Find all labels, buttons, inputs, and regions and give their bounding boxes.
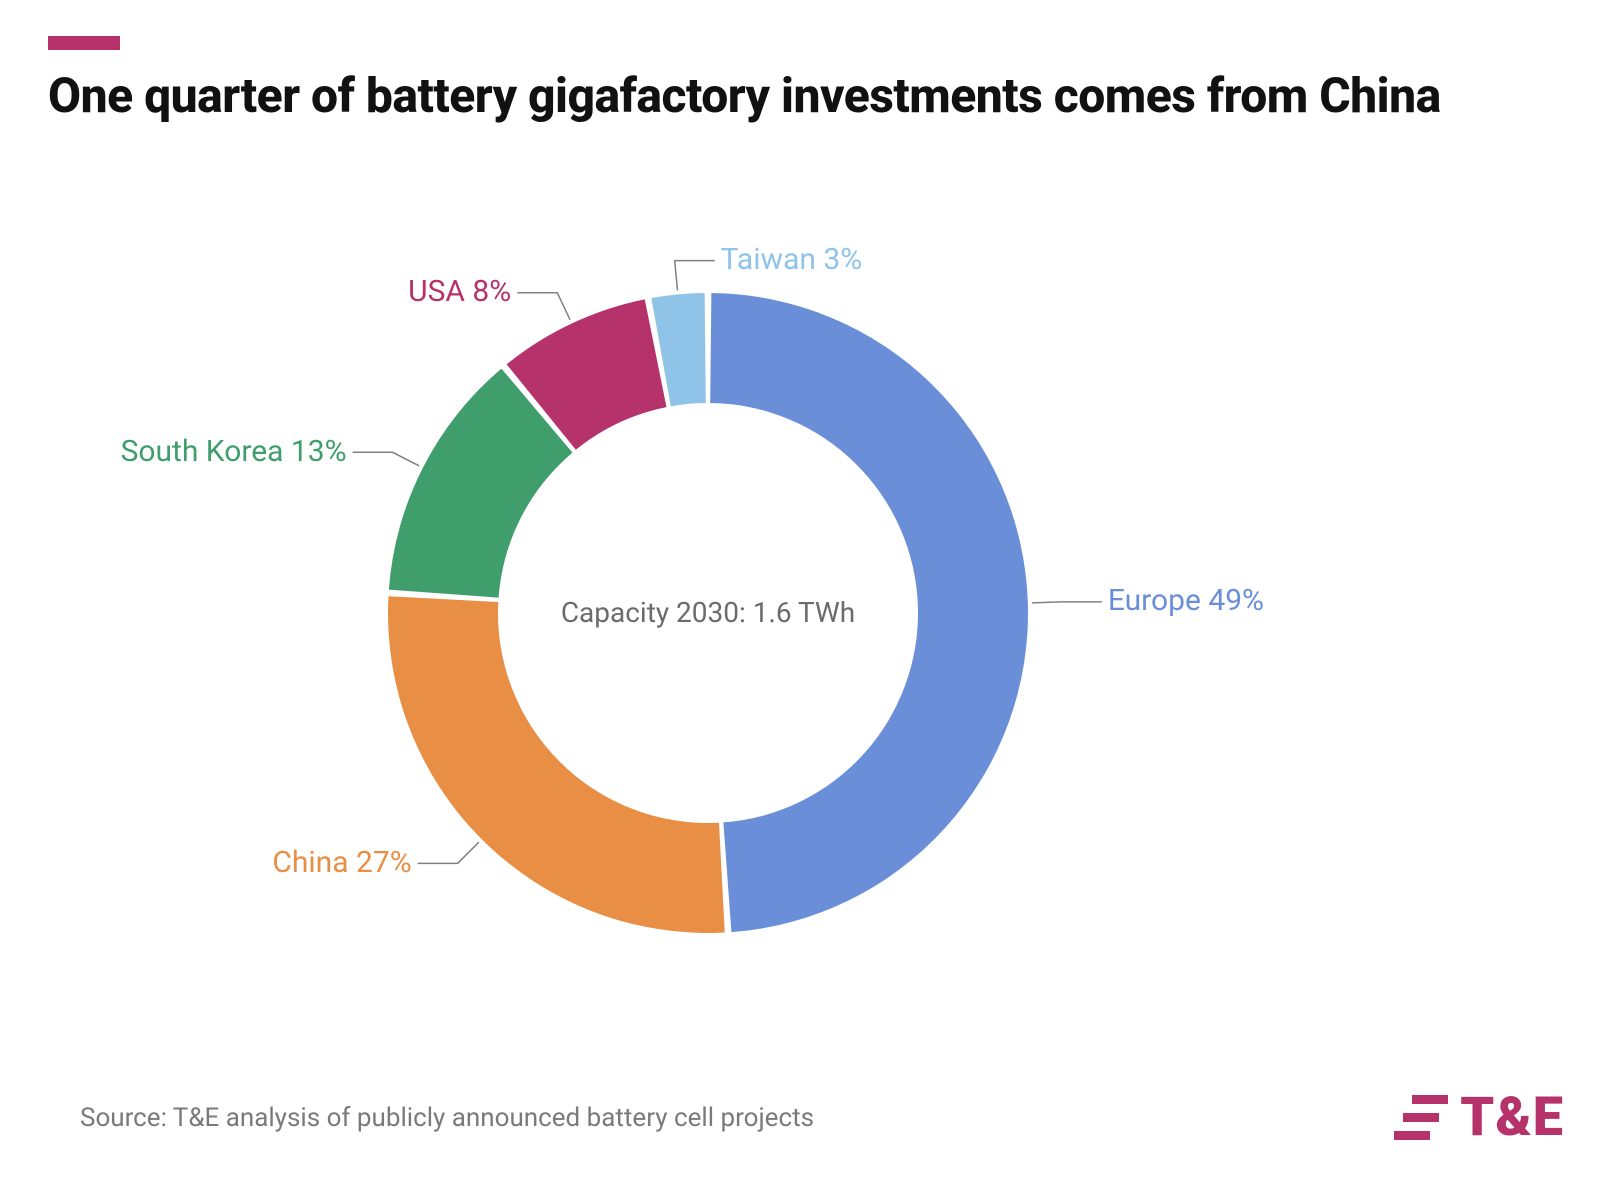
leader-china	[418, 842, 479, 863]
slice-china	[388, 596, 725, 933]
slice-label-south-korea: South Korea 13%	[121, 434, 347, 469]
accent-bar	[48, 36, 120, 50]
page: One quarter of battery gigafactory inves…	[0, 0, 1624, 1189]
donut-chart: Capacity 2030: 1.6 TWh Europe 49% China 2…	[48, 143, 1576, 1003]
source-text: Source: T&E analysis of publicly announc…	[80, 1103, 814, 1133]
logo: T&E	[1394, 1086, 1564, 1149]
logo-text: T&E	[1460, 1086, 1564, 1149]
logo-bars-icon	[1394, 1095, 1448, 1141]
leader-usa	[517, 293, 570, 320]
slice-label-taiwan: Taiwan 3%	[721, 242, 863, 277]
slice-label-europe: Europe 49%	[1108, 583, 1264, 618]
leader-south-korea	[353, 452, 420, 466]
chart-center-label: Capacity 2030: 1.6 TWh	[508, 596, 908, 629]
leader-taiwan	[675, 261, 715, 291]
page-title: One quarter of battery gigafactory inves…	[48, 68, 1576, 123]
leader-europe	[1032, 602, 1102, 603]
slice-label-china: China 27%	[272, 845, 411, 880]
slice-label-usa: USA 8%	[408, 274, 511, 309]
